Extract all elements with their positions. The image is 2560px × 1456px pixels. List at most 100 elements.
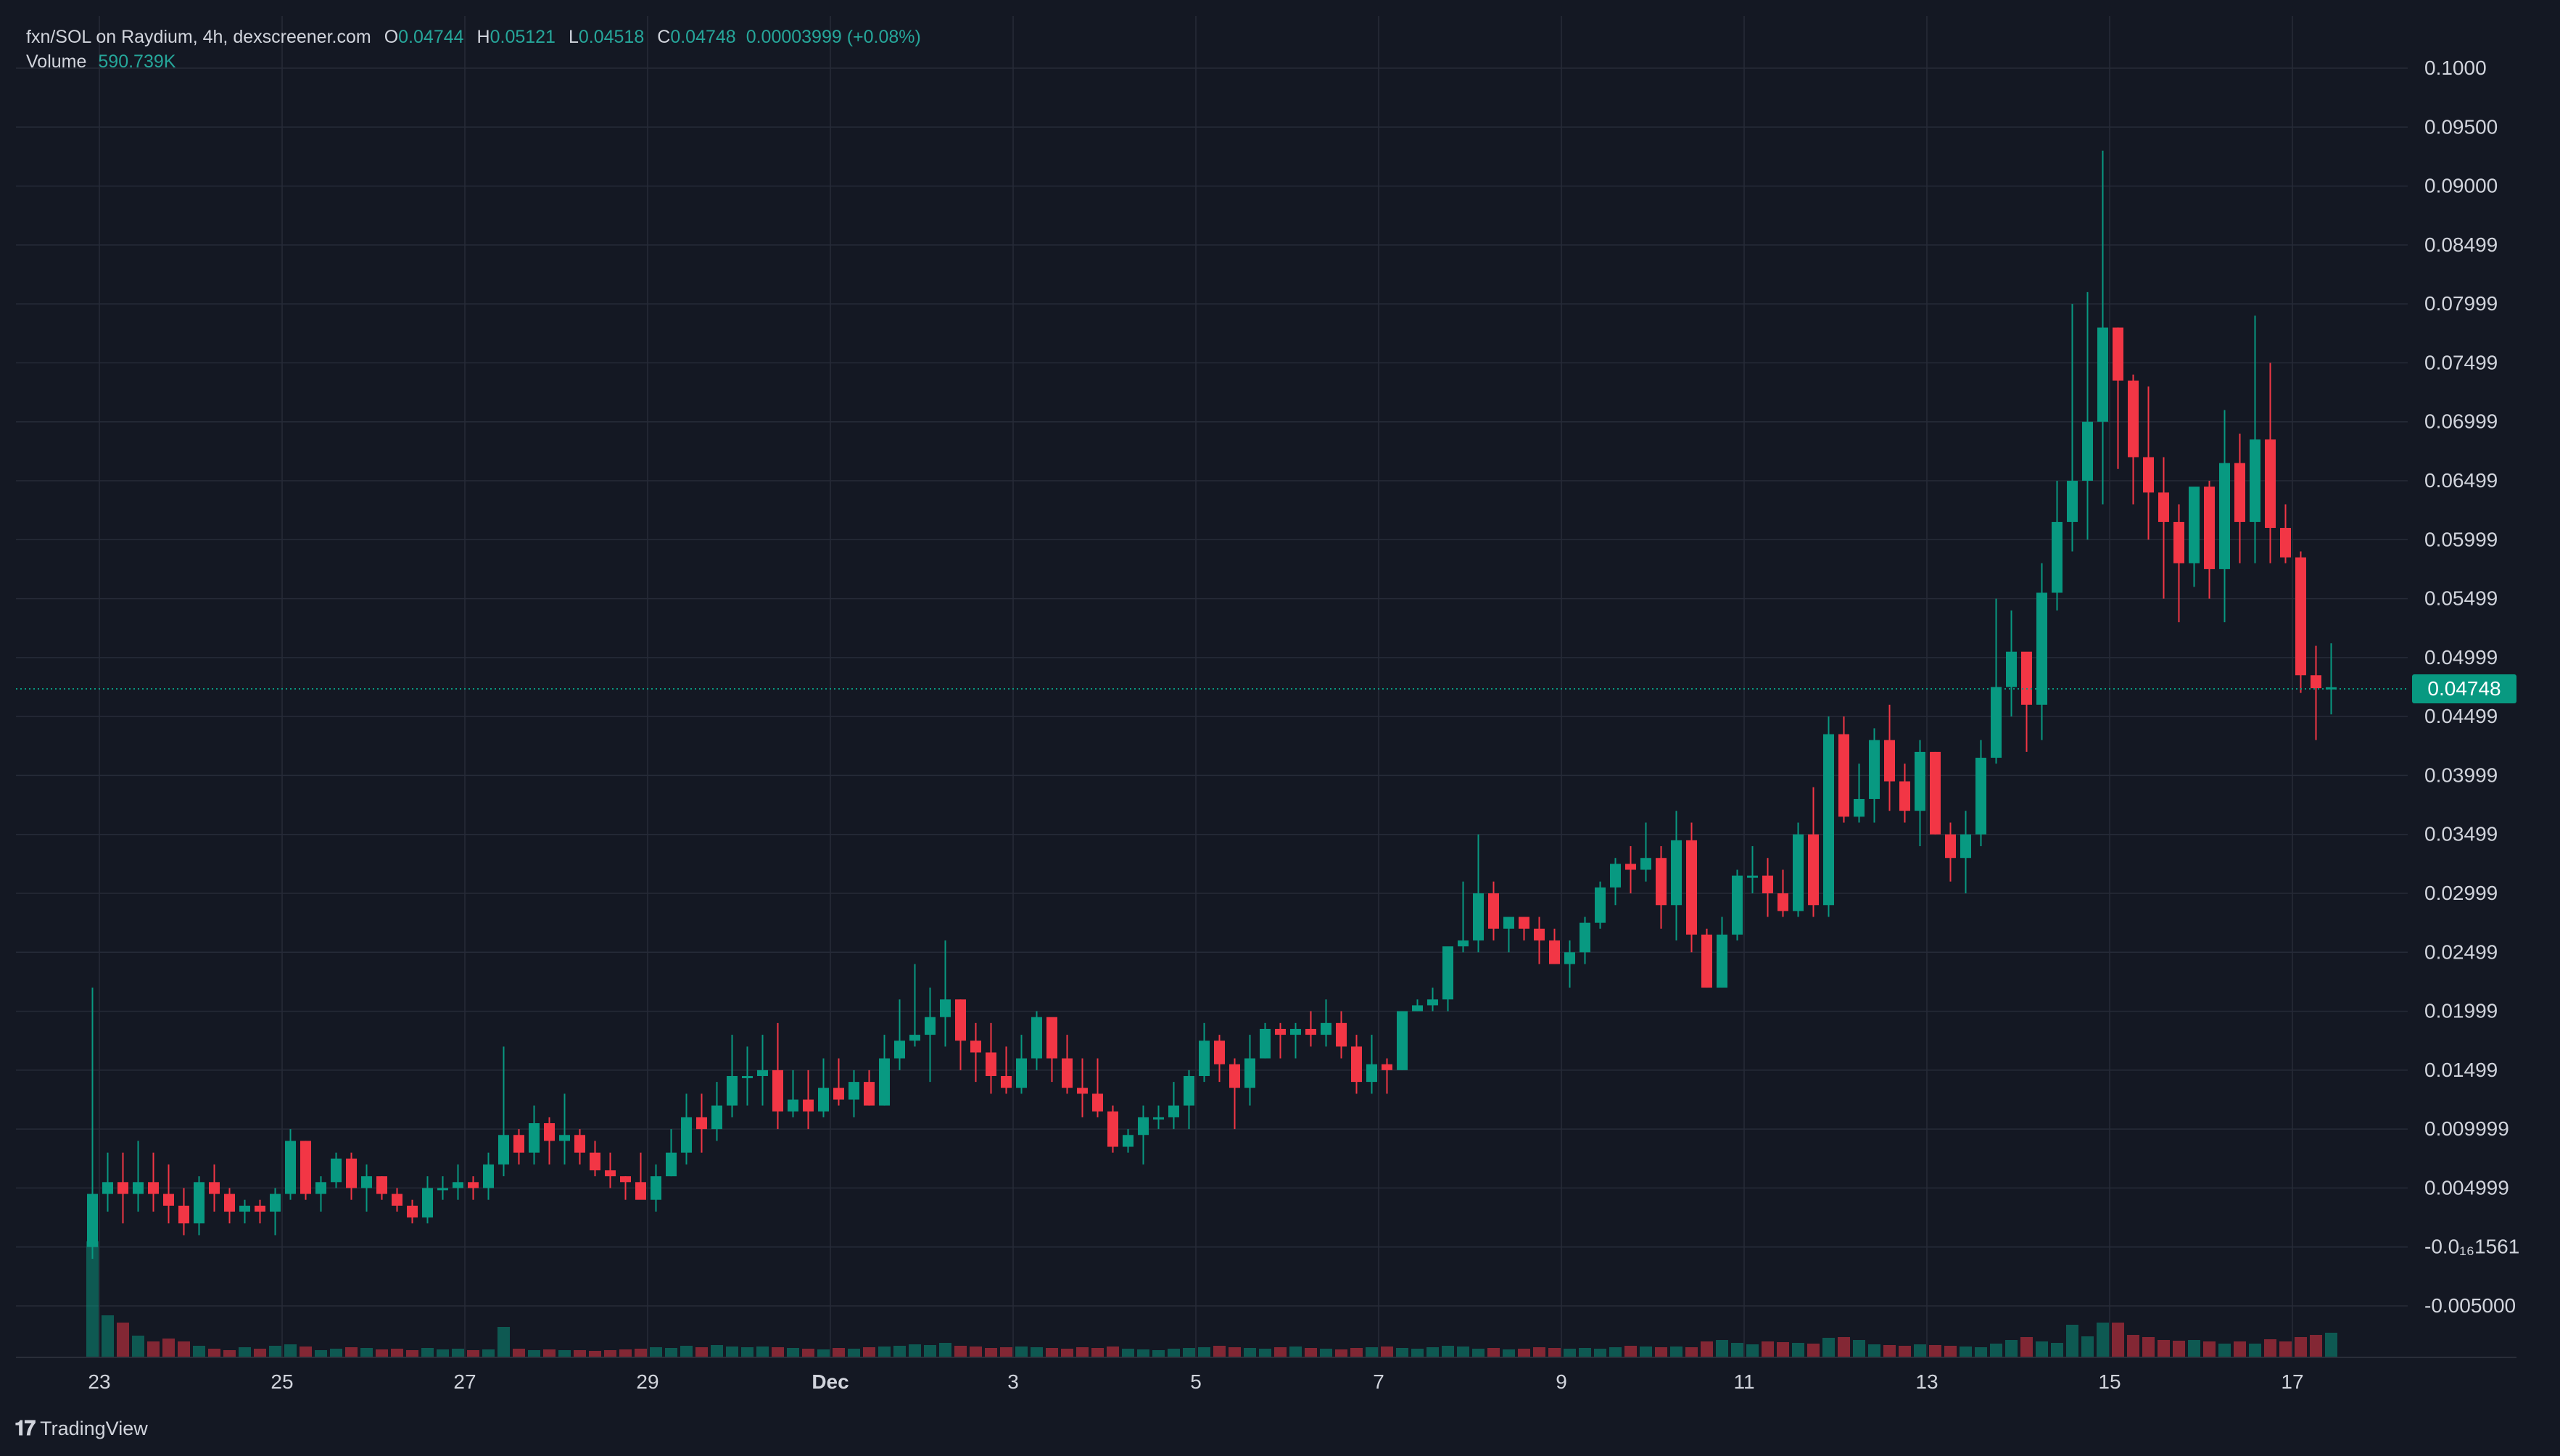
volume-bar: [1899, 1346, 1911, 1357]
volume-bar: [1533, 1347, 1545, 1357]
volume-bar: [391, 1349, 403, 1357]
volume-bar: [406, 1350, 418, 1357]
tradingview-branding[interactable]: 𝟏𝟕 TradingView: [15, 1417, 148, 1441]
candle-body: [955, 999, 966, 1041]
candle-body: [1930, 751, 1941, 835]
volume-bar: [452, 1349, 464, 1357]
candle-body: [1610, 864, 1621, 888]
volume-bar: [848, 1349, 860, 1357]
candle-body: [1671, 840, 1682, 906]
volume-bar: [833, 1348, 845, 1357]
volume-bar: [1518, 1349, 1530, 1357]
volume-label[interactable]: Volume: [26, 51, 87, 72]
tradingview-logo-icon: 𝟏𝟕: [15, 1417, 36, 1439]
candle-body: [2036, 592, 2047, 705]
volume-bar: [2112, 1323, 2124, 1357]
volume-bar: [147, 1341, 160, 1357]
candle-body: [879, 1058, 890, 1106]
candle-body: [346, 1158, 357, 1188]
candle-body: [2052, 521, 2063, 593]
volume-bar: [1137, 1349, 1149, 1357]
y-tick-label: 0.06999: [2424, 410, 2498, 433]
volume-bar: [802, 1349, 814, 1357]
candle-body: [757, 1070, 768, 1076]
volume-bar: [2234, 1341, 2246, 1357]
volume-bar: [863, 1347, 875, 1357]
candle-body: [833, 1088, 844, 1100]
volume-bar: [2036, 1341, 2048, 1357]
volume-bar: [878, 1347, 891, 1357]
candle-body: [2204, 487, 2215, 569]
x-tick-label: 11: [1733, 1370, 1754, 1393]
volume-bar: [1426, 1347, 1439, 1357]
volume-bar: [528, 1350, 540, 1357]
y-tick-label: 0.09000: [2424, 175, 2498, 197]
candle-body: [1640, 858, 1651, 870]
volume-bar: [1777, 1342, 1789, 1357]
volume-bar: [1198, 1347, 1210, 1357]
candle-body: [1184, 1075, 1194, 1106]
candle-body: [453, 1182, 463, 1188]
volume-bar: [817, 1349, 830, 1357]
volume-bar: [300, 1347, 312, 1357]
volume-bar: [558, 1350, 571, 1357]
candle-body: [711, 1105, 722, 1130]
volume-bar: [1731, 1343, 1743, 1357]
candle-body: [285, 1141, 296, 1194]
x-tick-label: 13: [1915, 1370, 1938, 1393]
brand-name: TradingView: [40, 1418, 148, 1439]
volume-bar: [1213, 1346, 1226, 1357]
candle-body: [681, 1117, 692, 1153]
volume-bar: [2188, 1340, 2200, 1357]
symbol-title[interactable]: fxn/SOL on Raydium, 4h, dexscreener.com: [26, 27, 371, 47]
volume-bar: [1640, 1347, 1652, 1357]
volume-bar: [1305, 1348, 1317, 1357]
volume-bar: [1122, 1349, 1134, 1357]
candle-body: [1945, 834, 1956, 859]
volume-bar: [1960, 1347, 1972, 1357]
candle-body: [635, 1182, 646, 1200]
y-tick-label: -0.005000: [2424, 1294, 2516, 1317]
y-tick-label: 0.03999: [2424, 764, 2498, 786]
candle-body: [422, 1188, 433, 1218]
volume-bar: [924, 1345, 936, 1357]
candle-body: [209, 1182, 220, 1194]
volume-bar: [741, 1347, 753, 1357]
volume-bar: [254, 1349, 266, 1357]
volume-bar: [421, 1348, 434, 1357]
volume-bar: [86, 1241, 99, 1357]
candle-body: [1412, 1005, 1423, 1012]
volume-bar: [132, 1336, 144, 1357]
candle-body: [1899, 781, 1910, 811]
volume-bar: [1442, 1346, 1454, 1357]
y-tick-label: 0.01499: [2424, 1059, 2498, 1081]
volume-bar: [2173, 1341, 2185, 1357]
candle-body: [1595, 887, 1606, 923]
volume-bar: [1762, 1341, 1774, 1357]
candle-body: [590, 1152, 600, 1171]
volume-bar: [2218, 1344, 2231, 1357]
volume-bar: [1472, 1349, 1485, 1357]
volume-bar: [1320, 1349, 1332, 1357]
last-price-tag: 0.04748: [2412, 674, 2516, 703]
candle-body: [1382, 1064, 1392, 1070]
time-axis[interactable]: 23 25 27 29 Dec 3 5 7 9 11 13 15 17: [88, 1370, 2303, 1393]
price-axis[interactable]: 0.1000 0.09500 0.09000 0.08499 0.07999 0.0749…: [2424, 57, 2519, 1317]
volume-bar: [2295, 1337, 2307, 1357]
x-tick-label: 25: [271, 1370, 293, 1393]
candle-body: [1793, 834, 1804, 911]
volume-bar: [1259, 1349, 1271, 1357]
volume-bar: [695, 1347, 708, 1357]
volume-bar: [939, 1343, 951, 1357]
volume-bar: [1670, 1347, 1682, 1357]
volume-bar: [680, 1346, 693, 1357]
candle-body: [1762, 875, 1773, 893]
volume-bar: [909, 1344, 921, 1357]
volume-bar: [650, 1347, 662, 1357]
candle-body: [1397, 1011, 1408, 1070]
candle-body: [407, 1205, 418, 1218]
candle-body: [2295, 557, 2306, 676]
candle-body: [1777, 893, 1788, 911]
